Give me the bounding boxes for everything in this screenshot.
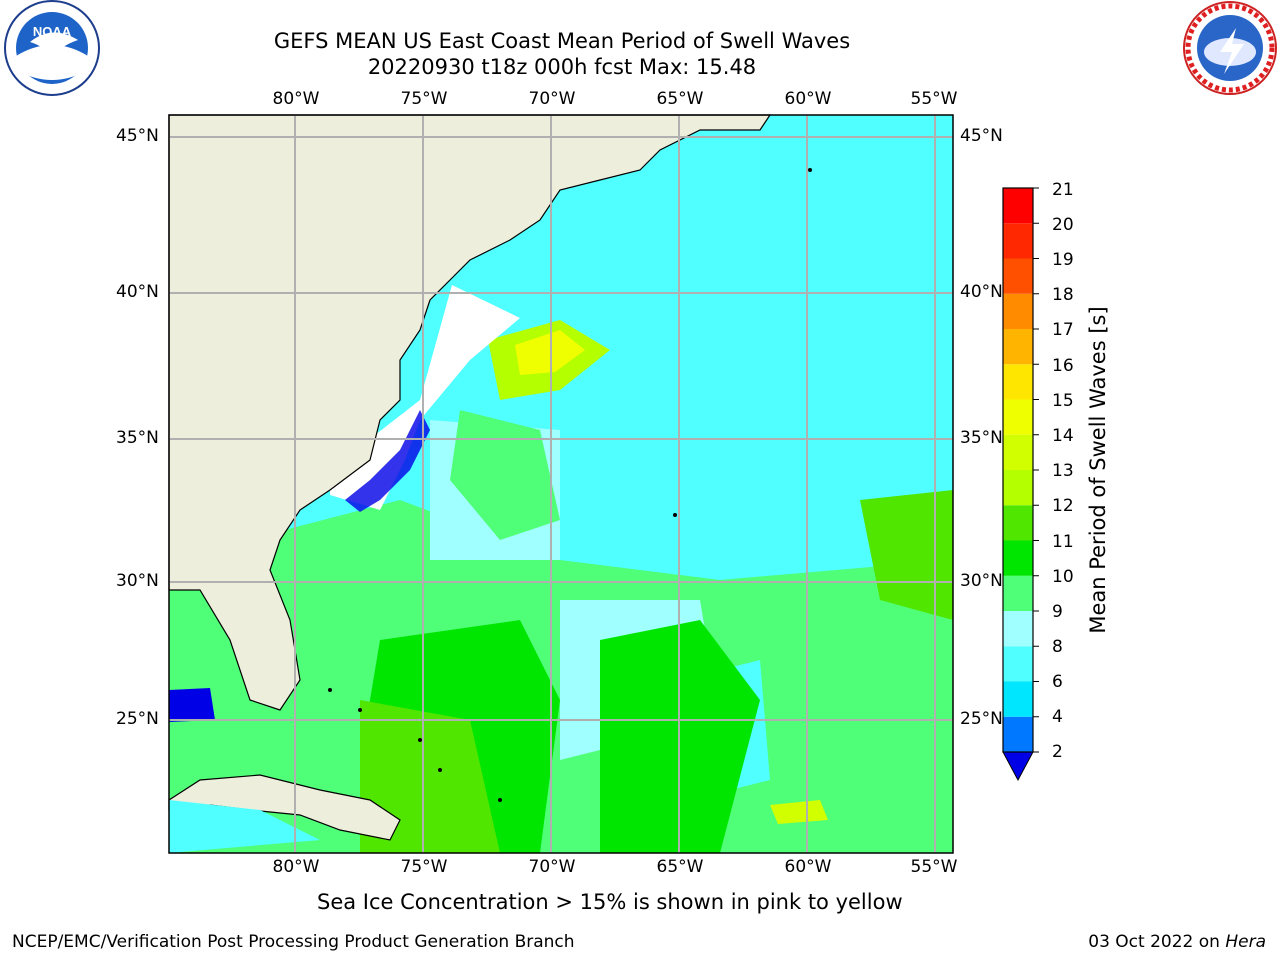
lat-label-right: 30°N [960,571,1003,591]
colorbar-tick-label: 15 [1052,391,1074,411]
colorbar-segment [1003,716,1033,752]
lon-label-bottom: 55°W [910,857,958,877]
island-marker [358,708,362,712]
lon-label-bottom: 75°W [400,857,448,877]
gulf-low-period-area [169,688,215,722]
nws-logo-icon [1183,1,1277,95]
period-region-9-10 [450,410,560,540]
colorbar-segment [1003,470,1033,506]
colorbar-segment [1003,611,1033,647]
island-marker [438,768,442,772]
lat-label-left: 35°N [116,428,159,448]
credit-system: Hera [1225,932,1266,952]
map-subtitle: 20220930 t18z 000h fcst Max: 15.48 [367,55,757,79]
lat-label-left: 40°N [116,282,159,302]
lon-label-bottom: 60°W [784,857,832,877]
colorbar-segment [1003,188,1033,224]
colorbar-tick-label: 20 [1052,215,1074,235]
lon-label-top: 75°W [400,89,448,109]
lon-label-top: 55°W [910,89,958,109]
colorbar-extend-arrow [1002,751,1034,782]
colorbar-tick-label: 21 [1052,180,1074,200]
colorbar-segment [1003,223,1033,259]
period-region-12-13 [770,800,828,824]
island-marker [498,798,502,802]
lat-label-right: 35°N [960,428,1003,448]
colorbar-segment [1003,575,1033,611]
colorbar-tick-label: 13 [1052,461,1074,481]
credit-right: 03 Oct 2022 on Hera [1088,932,1266,952]
colorbar-tick-label: 11 [1052,532,1074,552]
lon-label-bottom: 70°W [528,857,576,877]
colorbar-tick-label: 19 [1052,250,1074,270]
colorbar-tick-label: 12 [1052,496,1074,516]
colorbar-segment [1003,399,1033,435]
colorbar-tick-label: 17 [1052,320,1074,340]
colorbar-tick-label: 4 [1052,707,1063,727]
island-marker [808,168,812,172]
colorbar-segment [1003,258,1033,294]
credit-left: NCEP/EMC/Verification Post Processing Pr… [12,932,575,952]
lon-label-bottom: 80°W [272,857,320,877]
colorbar-tick-label: 18 [1052,285,1074,305]
us-landmass [168,114,772,711]
period-region-11-12 [360,700,500,853]
lon-label-top: 65°W [656,89,704,109]
island-marker [328,688,332,692]
lat-label-right: 45°N [960,126,1003,146]
colorbar-tick-label: 9 [1052,602,1063,622]
period-region-11-12 [860,490,953,620]
colorbar-segment [1003,505,1033,541]
colorbar-segment [1003,434,1033,470]
lat-label-left: 25°N [116,709,159,729]
lon-label-top: 60°W [784,89,832,109]
lat-label-right: 25°N [960,709,1003,729]
lon-label-top: 80°W [272,89,320,109]
island-marker [673,513,677,517]
colorbar-tick-label: 8 [1052,637,1063,657]
lon-label-top: 70°W [528,89,576,109]
colorbar-segment [1003,540,1033,576]
noaa-logo-text: NOAA [33,24,72,39]
shallow-period-band [345,410,430,512]
credit-date: 03 Oct 2022 on [1088,932,1226,952]
no-data-area [330,285,520,510]
caribbean-field [169,800,320,853]
island-marker [418,738,422,742]
colorbar-tick-label: 16 [1052,356,1074,376]
colorbar-segment [1003,293,1033,329]
noaa-logo-icon: NOAA [4,0,100,96]
lon-label-bottom: 65°W [656,857,704,877]
colorbar-tick-label: 6 [1052,672,1063,692]
colorbar-tick-label: 2 [1052,742,1063,762]
map-title: GEFS MEAN US East Coast Mean Period of S… [273,29,851,53]
colorbar-tick-label: 14 [1052,426,1074,446]
sea-ice-footnote: Sea Ice Concentration > 15% is shown in … [317,890,903,914]
colorbar-segment [1003,364,1033,400]
lat-label-left: 45°N [116,126,159,146]
colorbar-tick-label: 10 [1052,567,1074,587]
colorbar-segment [1003,646,1033,682]
lat-label-left: 30°N [116,571,159,591]
colorbar-segment [1003,329,1033,365]
colorbar-label: Mean Period of Swell Waves [s] [1086,306,1110,634]
colorbar-segment [1003,681,1033,717]
map-frame [168,114,954,854]
lat-label-right: 40°N [960,282,1003,302]
